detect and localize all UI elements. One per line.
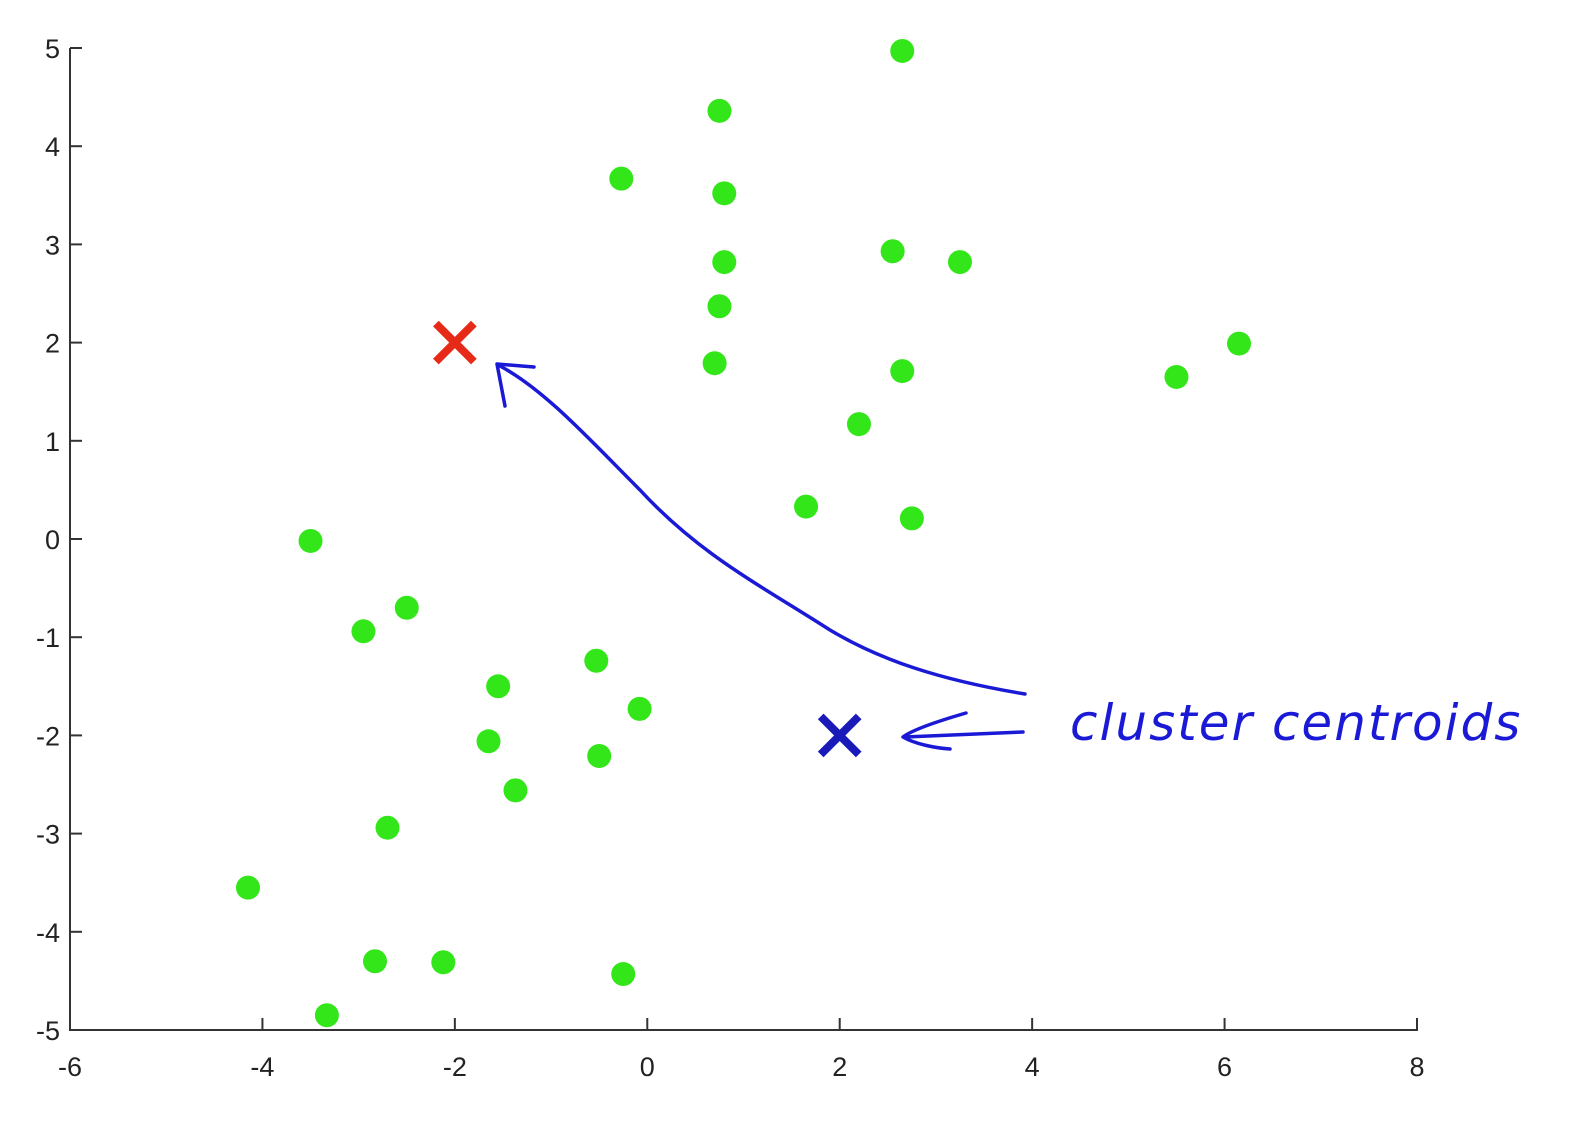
data-point — [587, 744, 612, 769]
data-point — [899, 506, 924, 531]
x-tick-label: -4 — [250, 1052, 274, 1082]
data-point — [351, 619, 376, 644]
annotation: cluster centroids — [495, 362, 1522, 752]
data-point — [890, 359, 915, 384]
data-point — [890, 38, 915, 63]
centroid-blue-x — [817, 713, 862, 758]
data-point — [794, 494, 819, 519]
data-point — [362, 949, 387, 974]
y-tick-label: 3 — [45, 230, 60, 260]
x-tick-label: -2 — [443, 1052, 467, 1082]
data-point — [880, 239, 905, 264]
data-point — [375, 815, 400, 840]
y-axis-ticks: 5 4 3 2 1 0 -1 -2 -3 -4 -5 — [36, 34, 82, 1046]
axis-lines — [69, 48, 1418, 1031]
data-point — [314, 1003, 339, 1028]
data-point — [712, 250, 737, 275]
y-tick-label: -1 — [36, 623, 60, 653]
y-tick-label: 0 — [45, 525, 60, 555]
data-point — [584, 648, 609, 673]
x-tick-label: -6 — [58, 1052, 82, 1082]
y-tick-label: -2 — [36, 721, 60, 751]
x-tick-label: 6 — [1217, 1052, 1232, 1082]
centroid-red-x — [433, 320, 477, 365]
data-point — [627, 696, 652, 721]
data-point — [611, 962, 636, 987]
data-point — [476, 729, 501, 754]
curved-arrow-head — [495, 362, 536, 408]
data-point — [298, 528, 323, 553]
data-point — [609, 166, 634, 191]
y-tick-label: 1 — [45, 427, 60, 457]
y-tick-label: -3 — [36, 820, 60, 850]
data-point — [712, 181, 737, 206]
x-tick-label: 4 — [1025, 1052, 1040, 1082]
data-points — [235, 38, 1252, 1028]
data-point — [707, 294, 732, 319]
data-point — [707, 98, 732, 123]
data-point — [431, 950, 456, 975]
x-tick-label: 8 — [1409, 1052, 1424, 1082]
curved-arrow-line — [498, 364, 1027, 696]
y-tick-label: 4 — [45, 132, 60, 162]
cluster-centroids — [433, 320, 862, 758]
y-tick-label: -4 — [36, 918, 60, 948]
axes — [69, 48, 1418, 1031]
straight-arrow-line — [903, 730, 1025, 739]
data-point — [702, 351, 727, 376]
data-point — [235, 875, 260, 900]
data-point — [1164, 364, 1189, 389]
data-point — [394, 595, 419, 620]
x-axis-ticks: -6 -4 -2 0 2 4 6 8 — [58, 1018, 1425, 1082]
data-point — [947, 250, 972, 275]
data-point — [1227, 331, 1252, 356]
y-tick-label: 5 — [45, 34, 60, 64]
y-tick-label: -5 — [36, 1016, 60, 1046]
y-tick-label: 2 — [45, 329, 60, 359]
straight-arrow-head — [901, 711, 968, 751]
x-tick-label: 0 — [640, 1052, 655, 1082]
x-tick-label: 2 — [832, 1052, 847, 1082]
data-point — [846, 412, 871, 437]
annotation-label: cluster centroids — [1070, 694, 1522, 752]
data-point — [503, 778, 528, 803]
data-point — [486, 674, 511, 699]
